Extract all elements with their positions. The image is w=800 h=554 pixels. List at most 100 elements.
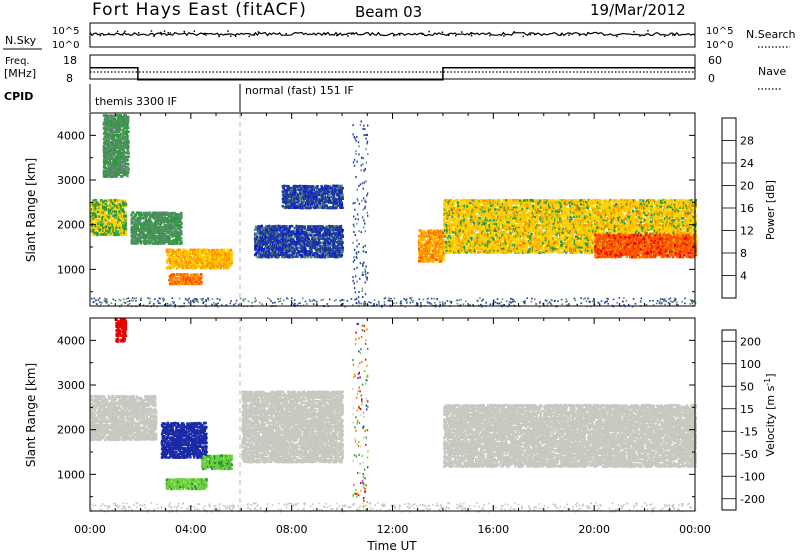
power-cell [341,234,344,237]
power-cell [200,282,203,286]
power-cell [152,242,155,246]
power-cell [423,231,427,234]
noise-search-dot [160,33,163,36]
power-cell [229,257,232,261]
power-cell [103,130,107,133]
power-cell [462,219,465,222]
power-cell [322,226,326,230]
power-cell [339,250,342,253]
power-cell [107,140,110,144]
power-cell [297,239,301,243]
power-cell [270,225,273,228]
power-cell [317,224,321,228]
power-cell [176,222,180,226]
power-cell [477,224,480,228]
power-cell [117,218,121,222]
power-cell [281,185,285,188]
power-cell [293,249,296,253]
power-cell [322,248,325,251]
power-cell [329,251,333,255]
power-cell [222,253,225,257]
power-cell [268,248,271,252]
power-cell [438,258,441,261]
power-cell [150,213,153,216]
power-cell [285,194,288,197]
power-cell [335,227,338,230]
power-cell [209,252,212,256]
power-cell [116,162,119,166]
power-cell [483,211,486,215]
power-cell [456,201,459,204]
power-cell [147,231,150,235]
power-cell [127,150,130,153]
power-cell [295,243,298,246]
power-cell [284,255,287,258]
noise-search-dot [616,35,618,38]
power-cell [159,211,163,215]
power-cell [100,215,103,219]
power-cell [177,255,180,259]
power-cell [102,203,106,206]
power-cell [445,249,449,252]
power-cell [188,259,191,262]
power-cell [123,137,126,141]
power-cell [144,238,147,241]
power-cell [105,141,108,144]
power-cell [143,236,146,240]
power-cell [454,229,457,233]
power-cell [458,234,462,238]
power-cell [285,248,289,252]
power-cell [274,254,278,257]
power-cell [273,229,276,232]
power-cell [230,261,233,265]
power-cell [146,211,149,215]
power-cell [433,250,437,254]
power-cell [208,259,212,262]
power-cell [451,243,454,247]
power-cell [300,206,303,209]
power-cell [442,245,445,248]
power-cell [170,211,173,215]
power-cell [459,221,463,224]
power-cell [328,197,331,200]
power-cell [438,247,441,251]
power-cell [283,197,286,201]
power-cell [170,226,173,229]
power-cell [477,238,481,242]
power-cell [449,201,452,204]
power-cell [476,244,480,247]
power-cell [103,153,106,157]
power-cell [93,206,96,209]
power-cell [258,244,261,248]
power-cell [292,255,296,258]
power-cell [165,211,169,215]
power-cell [181,262,185,266]
power-cell [90,204,93,207]
power-cell [131,238,134,241]
power-cell [333,186,336,189]
power-cell [166,258,170,261]
power-cell [118,155,121,158]
power-cell [180,222,183,225]
power-cell [478,229,481,232]
power-cell [482,219,485,222]
power-cell [118,148,121,152]
power-cell [103,121,106,125]
power-cell [450,238,454,242]
power-cell [484,215,487,218]
power-cell [341,197,344,200]
power-cell [437,254,441,257]
power-cell [324,192,327,195]
power-cell [301,251,305,255]
power-cell [178,273,181,276]
power-cell [170,228,173,231]
power-cell [150,222,154,225]
power-cell [460,224,464,227]
power-cell [164,233,167,237]
noise-search-dot [230,35,232,37]
power-cell [434,239,438,242]
power-cell [299,193,302,197]
power-cell [127,152,130,155]
power-cell [176,217,180,220]
power-cell [444,244,447,247]
